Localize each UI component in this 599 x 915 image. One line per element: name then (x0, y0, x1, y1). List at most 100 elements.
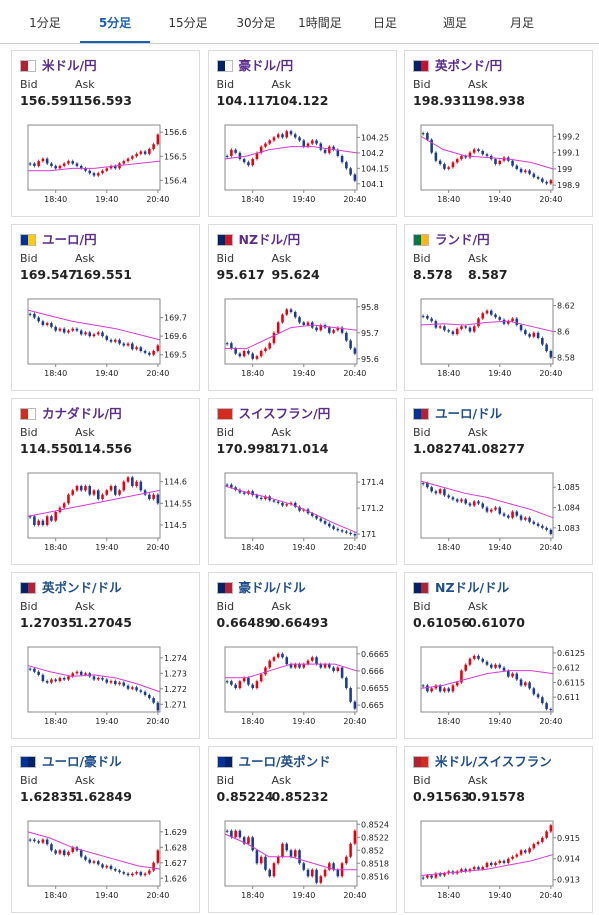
candle-body (58, 165, 62, 169)
currency-card[interactable]: NZドル/円 Bid Ask 95.617 95.624 95.6 95.7 95.8 18:4… (207, 224, 397, 391)
ask-value: 1.27045 (75, 615, 132, 630)
tab[interactable]: 日足 (372, 16, 397, 30)
y-tick-label: 1.085 (557, 483, 580, 492)
y-tick-label: 156.6 (164, 128, 187, 137)
x-tick-label: 20:40 (539, 543, 562, 552)
ask-label: Ask (271, 774, 292, 787)
candle-body (451, 497, 455, 500)
candle-body (323, 149, 326, 153)
candle (255, 848, 258, 865)
tab[interactable]: 週足 (442, 16, 467, 30)
candle-body (88, 486, 92, 495)
candle (336, 326, 339, 332)
candle (498, 663, 502, 670)
candle-body (280, 502, 284, 506)
candle-body (344, 162, 348, 169)
candle (263, 494, 267, 501)
tab[interactable]: 1分足 (29, 16, 61, 30)
candle-body (297, 506, 301, 511)
candle-body (50, 516, 53, 521)
candle-body (515, 318, 519, 325)
candle-body (314, 657, 318, 665)
currency-card[interactable]: 米ドル/円 Bid Ask 156.591 156.593 156.4 156.5 156.6… (11, 50, 200, 217)
y-tick-label: 171.2 (361, 504, 384, 513)
currency-card[interactable]: カナダドル/円 Bid Ask 114.550 114.556 114.5 114.55 11… (11, 398, 200, 565)
currency-card[interactable]: 米ドル/スイスフラン Bid Ask 0.91563 0.91578 0.913 0.914… (404, 746, 593, 913)
flag-icon (413, 60, 429, 72)
candle (122, 159, 126, 166)
candle-body (229, 343, 233, 349)
candle-body (460, 670, 463, 683)
candle-body (519, 515, 523, 520)
candle-body (92, 334, 96, 337)
candle-body (532, 521, 536, 524)
candle (79, 164, 83, 170)
candle (477, 147, 480, 153)
bid-label: Bid (216, 78, 235, 91)
currency-card[interactable]: 豪ドル/ドル Bid Ask 0.66489 0.66493 0.665 0.6655 0.6… (207, 572, 397, 739)
candle-body (84, 486, 87, 491)
candle (348, 531, 352, 536)
candle (276, 652, 280, 659)
candle-body (225, 155, 228, 157)
candle (447, 869, 450, 875)
candle (489, 309, 493, 317)
currency-card[interactable]: ユーロ/豪ドル Bid Ask 1.62835 1.62849 1.626 1.627 1.6… (11, 746, 200, 913)
tab[interactable]: 1時間足 (298, 16, 342, 30)
candle (489, 663, 493, 670)
candle-body (37, 520, 40, 525)
currency-card[interactable]: 英ポンド/円 Bid Ask 198.931 198.938 198.9 199 199.1 1… (404, 50, 593, 217)
x-tick-label: 18:40 (241, 891, 264, 900)
candle-body (229, 681, 233, 685)
ask-label: Ask (271, 252, 292, 265)
candle (494, 157, 497, 166)
candle (126, 157, 130, 163)
currency-card[interactable]: ユーロ/英ポンド Bid Ask 0.85224 0.85232 0.8516 0.8518… (207, 746, 397, 913)
currency-card[interactable]: スイスフラン/円 Bid Ask 170.998 171.014 171 171.2 171.… (207, 398, 397, 565)
candle-body (426, 133, 429, 140)
candle (75, 484, 79, 492)
x-tick-label: 20:40 (146, 543, 169, 552)
candle (528, 846, 531, 854)
candle-body (67, 161, 70, 164)
candle-body (37, 841, 40, 843)
candle (331, 328, 335, 335)
x-tick-label: 18:40 (44, 717, 67, 726)
candle (67, 159, 70, 166)
candle-body (293, 312, 297, 318)
candle-body (148, 494, 151, 499)
candle (41, 157, 45, 163)
x-tick-label: 19:40 (488, 543, 511, 552)
currency-card[interactable]: NZドル/ドル Bid Ask 0.61056 0.61070 0.611 0.6115 0.… (404, 572, 593, 739)
candle (122, 681, 126, 688)
currency-card[interactable]: 英ポンド/ドル Bid Ask 1.27035 1.27045 1.271 1.272 1.2… (11, 572, 200, 739)
tab[interactable]: 月足 (509, 16, 534, 30)
currency-card[interactable]: ユーロ/円 Bid Ask 169.547 169.551 169.5 169.6 169.7… (11, 224, 200, 391)
candle-body (250, 159, 254, 166)
currency-card[interactable]: ランド/円 Bid Ask 8.578 8.587 8.58 8.6 8.62 18:40 19:… (404, 224, 593, 391)
candle-body (536, 332, 540, 338)
candle (28, 667, 32, 672)
currency-card[interactable]: 豪ドル/円 Bid Ask 104.117 104.122 104.1 104.15 104.… (207, 50, 397, 217)
flag-icon (20, 60, 36, 72)
candle (541, 524, 544, 530)
tab[interactable]: 15分足 (168, 16, 208, 30)
bid-label: Bid (413, 774, 431, 787)
candle-body (494, 159, 497, 164)
currency-card[interactable]: ユーロ/ドル Bid Ask 1.08274 1.08277 1.083 1.084 1.08… (404, 398, 593, 565)
candle (284, 842, 288, 852)
candle-body (353, 348, 356, 354)
candle-body (148, 870, 151, 874)
tab[interactable]: 30分足 (236, 16, 276, 30)
candle-body (96, 173, 100, 176)
candle-body (238, 830, 241, 838)
candle-body (284, 504, 288, 506)
candle (71, 159, 74, 166)
candle (88, 169, 92, 175)
candle-body (536, 523, 540, 526)
x-tick-label: 18:40 (44, 891, 67, 900)
candle (259, 145, 262, 155)
y-tick-label: 0.611 (557, 693, 580, 702)
tab[interactable]: 5分足 (80, 0, 150, 43)
y-tick-label: 199.1 (557, 149, 580, 158)
